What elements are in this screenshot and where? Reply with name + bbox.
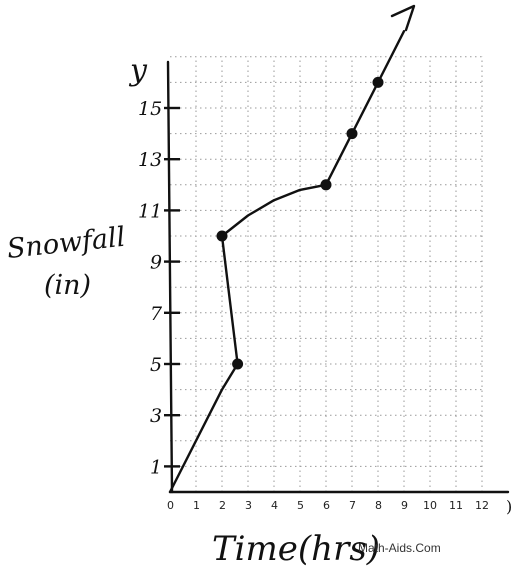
x-axis-end-letter: ) — [506, 497, 512, 516]
y-axis-label-line2: (in) — [44, 270, 91, 301]
y-tick-label: 3 — [150, 405, 162, 427]
x-tick-label: 7 — [349, 499, 356, 512]
y-tick-label: 15 — [138, 98, 162, 120]
x-tick-label: 6 — [323, 499, 330, 512]
y-tick-label: 11 — [138, 200, 162, 222]
data-point — [232, 358, 244, 370]
data-point — [372, 76, 384, 88]
y-tick-label: 13 — [138, 149, 162, 171]
x-tick-label: 0 — [167, 499, 174, 512]
y-axis — [166, 60, 174, 494]
data-points — [216, 76, 384, 370]
data-point — [216, 230, 228, 242]
x-tick-label: 8 — [375, 499, 382, 512]
x-tick-label: 1 — [193, 499, 200, 512]
x-tick-label: 10 — [423, 499, 437, 512]
y-tick-label: 7 — [150, 303, 163, 325]
x-tick-label: 9 — [401, 499, 408, 512]
x-tick-label: 5 — [297, 499, 304, 512]
y-axis-label-line1: Snowfall — [5, 222, 126, 265]
x-tick-label: 11 — [449, 499, 463, 512]
y-tick-label: 9 — [150, 252, 162, 274]
x-tick-label: 4 — [271, 499, 278, 512]
data-point — [320, 179, 332, 191]
x-tick-label: 3 — [245, 499, 252, 512]
x-tick-label: 12 — [475, 499, 489, 512]
grid — [170, 56, 483, 492]
watermark: Math-Aids.Com — [358, 541, 441, 555]
x-axis-label: Time(hrs) — [212, 529, 380, 569]
y-tick-label: 1 — [150, 456, 162, 478]
x-tick-label: 2 — [219, 499, 226, 512]
y-axis-letter: y — [128, 53, 148, 88]
arrow-head-icon — [390, 4, 416, 32]
data-point — [346, 128, 358, 140]
x-tick-labels: 0 1 2 3 4 5 6 7 8 9 10 11 12 — [167, 499, 489, 512]
y-tick-label: 5 — [150, 354, 162, 376]
